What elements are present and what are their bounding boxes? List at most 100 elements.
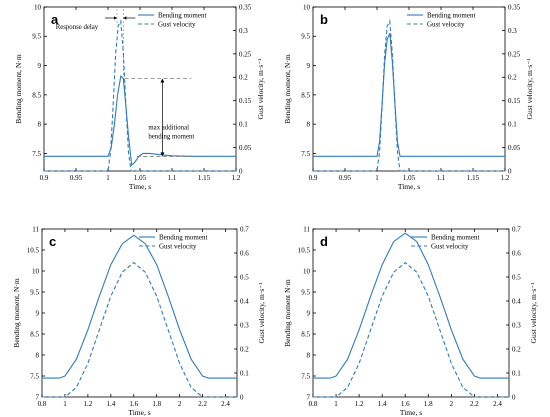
x-tick-label: 1.2	[84, 400, 93, 408]
y-left-tick-label: 10	[303, 3, 311, 11]
y-right-tick-label: 0.15	[508, 97, 521, 105]
y-left-tick-label: 11	[32, 225, 39, 233]
y-right-tick-label: 0.1	[508, 121, 517, 129]
panel-d: 0.8 1 1.2 1.4 1.6 1.8 2 2.2 2.4 7 7.5 8 8.5 9 9.5 10 10.…	[283, 225, 538, 417]
x-tick-label: 2.4	[493, 400, 502, 408]
y-right-tick-label: 0.05	[508, 144, 521, 152]
x-axis-label: Time, s	[400, 408, 422, 417]
x-tick-label: 0.8	[309, 400, 318, 408]
x-axis-label: Time, s	[128, 408, 150, 417]
y-left-axis-label: Bending moment, N·m	[12, 278, 21, 348]
x-tick-label: 1.15	[467, 174, 480, 182]
y-right-tick-label: 0.3	[512, 321, 521, 329]
delay-arrowhead-left	[113, 16, 117, 20]
x-tick-label: 2.2	[470, 400, 479, 408]
y-right-tick-label: 0.4	[240, 297, 249, 305]
series-line-bending-moment	[313, 232, 509, 379]
y-right-tick-label: 0.5	[240, 273, 249, 281]
legend-label: Bending moment	[158, 12, 206, 20]
y-left-tick-label: 9	[307, 309, 311, 317]
y-right-tick-label: 0	[508, 167, 512, 175]
plot-frame	[41, 228, 238, 398]
y-right-tick-label: 0.1	[512, 369, 521, 377]
y-right-axis-label: Gust velocity, m·s⁻¹	[256, 59, 265, 120]
y-left-tick-label: 8.5	[30, 330, 39, 338]
series-line-gust-velocity	[44, 19, 236, 172]
y-right-tick-label: 0.35	[239, 3, 252, 11]
y-left-tick-label: 10	[303, 267, 311, 275]
y-left-tick-label: 8.5	[32, 91, 41, 99]
y-left-tick-label: 10	[34, 3, 42, 11]
y-left-tick-label: 8.5	[301, 330, 310, 338]
x-tick-label: 1.1	[437, 174, 446, 182]
panel-letter: b	[320, 12, 328, 27]
panel-b: 0.9 0.95 1 1.05 1.1 1.15 1.2 7.5 8 8.5 9 9.5 10 0 0.05…	[283, 3, 534, 191]
x-tick-label: 2.2	[198, 400, 207, 408]
x-tick-label: 2	[450, 400, 454, 408]
x-tick-label: 0.9	[309, 174, 318, 182]
y-right-tick-label: 0.4	[512, 297, 521, 305]
y-right-tick-label: 0.3	[239, 27, 248, 35]
plot-frame	[312, 228, 510, 398]
max-arrowhead-bottom	[160, 152, 165, 157]
y-left-tick-label: 10.5	[298, 246, 311, 254]
legend-label: Gust velocity	[427, 21, 465, 29]
panel-a: 0.9 0.95 1 1.05 1.1 1.15 1.2 7.5 8 8.5 9 9.5 10 0 0.05…	[14, 3, 265, 191]
y-left-axis-label: Bending moment, N·m	[14, 54, 23, 124]
y-left-tick-label: 9.5	[30, 288, 39, 296]
x-tick-label: 0.95	[70, 174, 83, 182]
legend-label: Gust velocity	[159, 243, 197, 251]
y-left-tick-label: 7.5	[301, 150, 310, 158]
y-left-tick-label: 9	[38, 62, 42, 70]
y-right-tick-label: 0.1	[239, 121, 248, 129]
panel-letter: a	[51, 12, 59, 27]
panel-letter: d	[320, 234, 328, 249]
x-tick-label: 1.05	[403, 174, 416, 182]
y-right-tick-label: 0.7	[512, 225, 521, 233]
legend-label: Bending moment	[431, 234, 479, 242]
x-tick-label: 0.95	[339, 174, 352, 182]
max-arrowhead-top	[160, 78, 165, 83]
max-additional-label-1: max additional	[148, 124, 189, 131]
y-left-axis-label: Bending moment, N·m	[283, 54, 292, 124]
plot-frame	[43, 6, 237, 172]
y-left-tick-label: 7.5	[301, 372, 310, 380]
x-axis-label: Time, s	[398, 182, 420, 191]
plot-frame	[312, 6, 506, 172]
panel-letter: c	[49, 234, 56, 249]
y-left-tick-label: 9.5	[301, 33, 310, 41]
y-right-tick-label: 0	[240, 393, 244, 401]
x-tick-label: 1.05	[134, 174, 147, 182]
y-left-tick-label: 9	[307, 62, 311, 70]
series-line-gust-velocity	[313, 261, 509, 398]
y-left-tick-label: 7.5	[30, 372, 39, 380]
x-tick-label: 1	[375, 174, 379, 182]
y-right-tick-label: 0.2	[508, 74, 517, 82]
y-right-tick-label: 0.25	[508, 50, 521, 58]
y-left-axis-label: Bending moment N·m	[283, 279, 292, 347]
y-left-tick-label: 8	[38, 121, 42, 129]
y-right-tick-label: 0.2	[240, 345, 249, 353]
x-tick-label: 1.1	[168, 174, 177, 182]
x-tick-label: 1.2	[232, 174, 241, 182]
y-right-tick-label: 0.1	[240, 369, 249, 377]
y-right-tick-label: 0.5	[512, 273, 521, 281]
y-right-axis-label: Gust velocity, m·s⁻¹	[525, 59, 534, 120]
x-tick-label: 1	[63, 400, 67, 408]
x-axis-label: Time, s	[129, 182, 151, 191]
y-left-tick-label: 9.5	[32, 33, 41, 41]
legend-label: Bending moment	[159, 234, 207, 242]
y-right-tick-label: 0.25	[239, 50, 252, 58]
series-line-bending-moment	[44, 75, 236, 167]
response-delay-label: Response delay	[56, 24, 99, 31]
legend-label: Bending moment	[427, 12, 475, 20]
x-tick-label: 1.6	[401, 400, 410, 408]
y-left-tick-label: 7.5	[32, 150, 41, 158]
y-right-tick-label: 0.2	[239, 74, 248, 82]
y-left-tick-label: 10	[32, 267, 40, 275]
series-line-gust-velocity	[313, 19, 505, 172]
y-left-tick-label: 7	[307, 393, 311, 401]
x-tick-label: 1.8	[424, 400, 433, 408]
x-tick-label: 1.4	[106, 400, 115, 408]
